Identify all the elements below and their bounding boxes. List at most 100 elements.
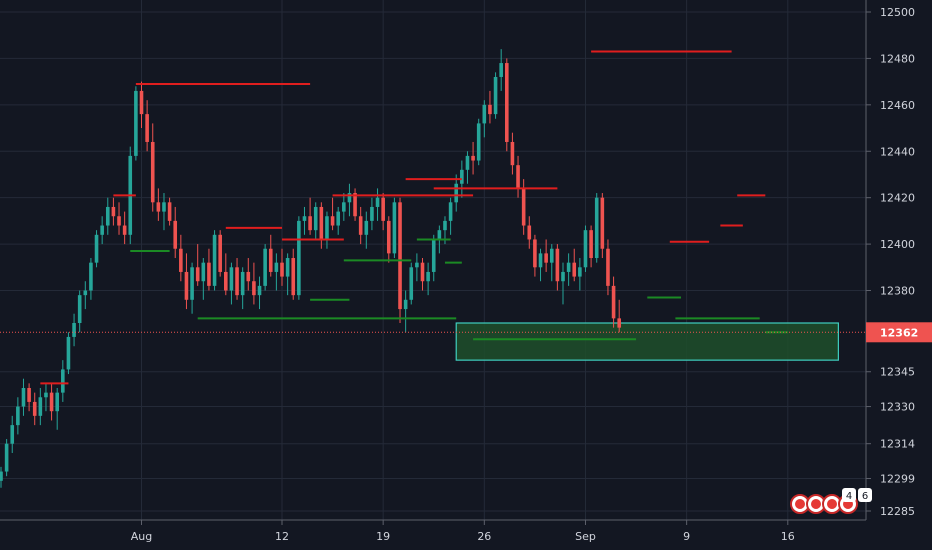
candle-down bbox=[617, 318, 621, 328]
candle-up bbox=[325, 216, 329, 240]
demand-zone[interactable] bbox=[455, 322, 839, 361]
candle-up bbox=[105, 206, 110, 226]
candle-down bbox=[555, 248, 560, 282]
candle-down bbox=[510, 141, 515, 166]
candle-down bbox=[139, 90, 144, 115]
candle-up bbox=[201, 262, 206, 282]
x-tick-label[interactable]: 16 bbox=[781, 530, 795, 543]
y-tick-label[interactable]: 12345 bbox=[880, 366, 915, 379]
candle-up bbox=[61, 369, 65, 393]
y-tick-label[interactable]: 12400 bbox=[880, 238, 915, 251]
candle-up bbox=[454, 183, 459, 203]
x-tick-label[interactable]: 26 bbox=[477, 530, 491, 543]
x-axis-labels[interactable]: Aug 12 19 26 Sep 9 16 bbox=[131, 520, 795, 543]
candle-down bbox=[505, 63, 509, 142]
candle-up bbox=[212, 234, 217, 286]
candle-down bbox=[49, 392, 54, 412]
candle-down bbox=[386, 220, 391, 254]
candle-up bbox=[229, 267, 234, 291]
candle-up bbox=[0, 471, 3, 481]
candle-down bbox=[600, 197, 605, 249]
candle-up bbox=[375, 197, 380, 207]
candle-down bbox=[224, 271, 228, 291]
candle-up bbox=[94, 234, 99, 263]
current-price-badge: 12362 bbox=[866, 322, 932, 343]
candle-down bbox=[207, 262, 211, 286]
y-tick-label[interactable]: 12314 bbox=[880, 438, 915, 451]
current-price-badge-bg bbox=[866, 322, 932, 343]
x-tick-label[interactable]: Aug bbox=[131, 530, 152, 543]
x-tick-label[interactable]: 9 bbox=[683, 530, 690, 543]
candle-down bbox=[330, 216, 335, 226]
y-tick-label[interactable]: 12330 bbox=[880, 401, 915, 414]
candle-up bbox=[460, 169, 464, 184]
candle-down bbox=[246, 271, 251, 282]
candle-down bbox=[544, 253, 548, 263]
candle-down bbox=[280, 262, 284, 277]
y-tick-label[interactable]: 12480 bbox=[880, 52, 915, 65]
candle-up bbox=[594, 197, 599, 259]
x-tick-label[interactable]: Sep bbox=[575, 530, 596, 543]
x-tick-label[interactable]: 19 bbox=[376, 530, 390, 543]
y-tick-label[interactable]: 12500 bbox=[880, 6, 915, 19]
y-tick-label[interactable]: 12285 bbox=[880, 505, 915, 518]
event-count-label: 4 bbox=[846, 491, 852, 502]
y-tick-label[interactable]: 12440 bbox=[880, 145, 915, 158]
candle-down bbox=[167, 202, 172, 221]
candle-down bbox=[527, 225, 532, 240]
x-tick-label[interactable]: 12 bbox=[275, 530, 289, 543]
candle-down bbox=[319, 206, 324, 240]
candle-up bbox=[538, 253, 543, 268]
candle-down bbox=[381, 197, 385, 221]
event-flag-icon-inner bbox=[827, 499, 837, 509]
candle-up bbox=[482, 104, 487, 124]
candle-down bbox=[184, 271, 189, 300]
event-count-badge[interactable] bbox=[842, 488, 856, 502]
candle-up bbox=[403, 299, 408, 310]
candle-up bbox=[499, 63, 503, 77]
event-count-label: 6 bbox=[862, 491, 868, 502]
candle-up bbox=[431, 239, 436, 272]
candle-up bbox=[257, 285, 262, 296]
candle-down bbox=[117, 216, 121, 226]
candle-up bbox=[566, 262, 571, 272]
candle-down bbox=[235, 267, 239, 296]
candle-down bbox=[572, 262, 577, 277]
candle-up bbox=[437, 230, 442, 240]
candle-up bbox=[44, 392, 48, 398]
candle-down bbox=[521, 188, 526, 226]
event-flag-icon-inner bbox=[795, 499, 805, 509]
candle-up bbox=[21, 387, 26, 407]
candle-down bbox=[32, 401, 37, 416]
candle-down bbox=[353, 193, 357, 217]
candle-up bbox=[426, 271, 430, 282]
candle-up bbox=[263, 248, 267, 286]
y-tick-label[interactable]: 12420 bbox=[880, 192, 915, 205]
candle-up bbox=[342, 202, 346, 212]
candle-up bbox=[364, 220, 369, 235]
candle-down bbox=[291, 258, 296, 296]
y-tick-label[interactable]: 12460 bbox=[880, 99, 915, 112]
candle-down bbox=[611, 285, 616, 319]
candle-up bbox=[297, 220, 301, 296]
event-count-badge[interactable] bbox=[858, 488, 872, 502]
candle-down bbox=[606, 248, 610, 286]
candle-up bbox=[415, 262, 419, 268]
candle-up bbox=[347, 193, 352, 203]
candle-up bbox=[66, 336, 71, 370]
candle-down bbox=[150, 141, 155, 203]
y-tick-label[interactable]: 12380 bbox=[880, 285, 915, 298]
demand-zone-layer bbox=[455, 322, 839, 361]
y-tick-label[interactable]: 12299 bbox=[880, 473, 915, 486]
candle-down bbox=[173, 220, 178, 249]
candle-up bbox=[448, 202, 453, 221]
candle-up bbox=[476, 123, 481, 161]
y-axis-labels[interactable]: 12500 12480 12460 12440 12420 12400 12380 12345… bbox=[866, 6, 915, 518]
candle-down bbox=[420, 262, 425, 282]
candle-down bbox=[122, 225, 127, 235]
